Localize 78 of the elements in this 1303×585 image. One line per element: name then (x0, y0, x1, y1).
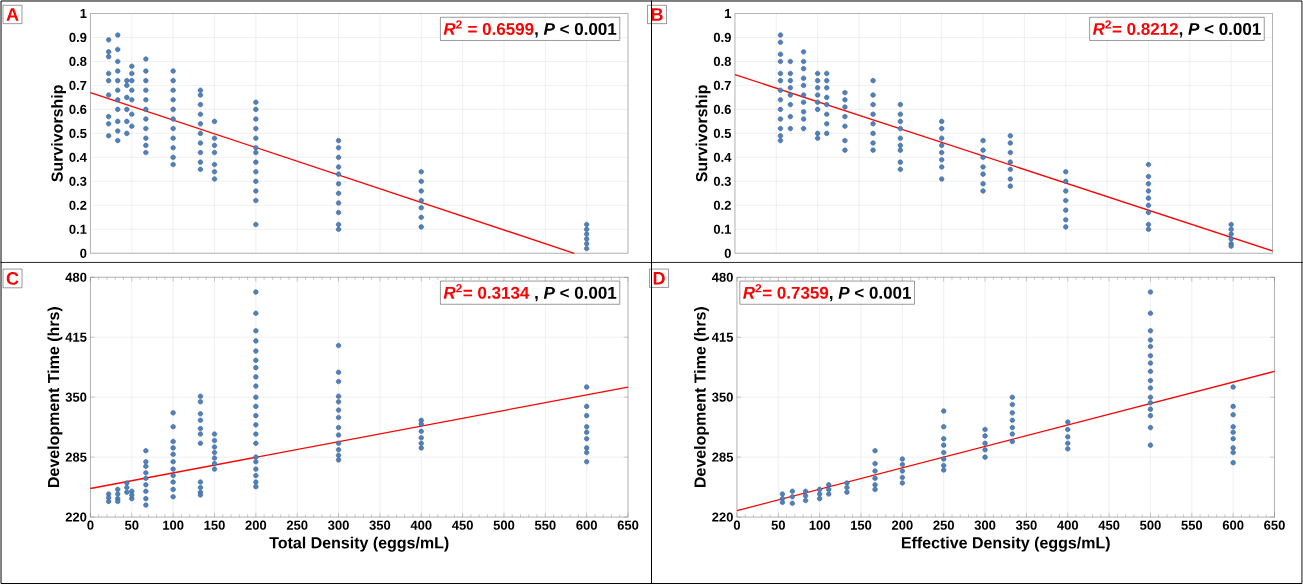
y-tick-label: 1 (725, 9, 732, 19)
y-tick-label: 480 (65, 272, 87, 283)
text: B (651, 8, 663, 21)
x-tick-label: 600 (576, 520, 597, 531)
x-tick-label: 450 (1098, 520, 1120, 531)
x-tick-label: 350 (1015, 520, 1037, 531)
annotation: R$^{2}$= 0.8212 (1092, 20, 1178, 36)
y-axis-title: Development Time (hrs) (693, 307, 709, 488)
text: D (653, 272, 665, 285)
y-tick-label: 0.6 (713, 105, 731, 115)
annotation: , P < 0.001 (535, 23, 617, 38)
y-tick-label: 0.5 (69, 129, 87, 139)
x-tick-label: 250 (933, 520, 954, 531)
y-tick-label: 0.2 (69, 200, 87, 211)
x-tick-label: 650 (1264, 520, 1285, 531)
x-tick-label: 0 (87, 520, 94, 531)
x-tick-label: 200 (891, 520, 913, 531)
x-tick-label: 350 (369, 520, 391, 531)
x-tick-label: 650 (617, 520, 639, 531)
x-tick-label: 50 (124, 520, 139, 531)
x-tick-label: 550 (1181, 520, 1203, 531)
y-tick-label: 0.3 (713, 176, 731, 187)
y-tick-label: 0.9 (713, 33, 731, 43)
y-tick-label: 220 (712, 512, 733, 522)
annotation: R$^{2}$= 0.3134 (443, 284, 530, 300)
x-tick-label: 400 (410, 520, 432, 531)
y-tick-label: 285 (65, 452, 87, 462)
y-tick-label: 415 (711, 332, 734, 342)
x-tick-label: 250 (286, 520, 308, 531)
y-tick-label: 0.6 (69, 105, 87, 115)
annotation: , P < 0.001 (535, 287, 617, 302)
x-tick-label: 500 (1140, 520, 1161, 531)
text: C (6, 272, 19, 286)
y-tick-label: 0.4 (713, 153, 732, 163)
y-tick-label: 1 (80, 9, 87, 19)
y-tick-label: 0.7 (713, 81, 731, 91)
y-tick-label: 0.3 (69, 176, 87, 187)
x-tick-label: 100 (809, 520, 830, 531)
y-tick-label: 0.7 (69, 81, 87, 91)
x-tick-label: 0 (733, 520, 741, 531)
x-tick-label: 300 (974, 520, 996, 531)
y-tick-label: 415 (65, 332, 87, 342)
x-axis-title: Total Density (eggs/mL) (269, 536, 449, 552)
y-axis-title: Survivorship (695, 85, 711, 183)
y-tick-label: 0.1 (713, 224, 732, 235)
x-tick-label: 600 (1222, 520, 1244, 531)
text: A (6, 8, 19, 21)
annotation: , P < 0.001 (829, 287, 911, 302)
y-tick-label: 350 (65, 392, 87, 403)
annotation: , P < 0.001 (1179, 23, 1261, 38)
y-tick-label: 0 (724, 248, 731, 259)
x-tick-label: 50 (771, 520, 785, 531)
x-tick-label: 200 (245, 520, 267, 531)
y-tick-label: 0.5 (713, 129, 732, 139)
x-tick-label: 300 (328, 520, 349, 531)
y-tick-label: 285 (712, 452, 734, 462)
y-tick-label: 0.8 (713, 57, 732, 67)
y-tick-label: 0.1 (69, 224, 87, 235)
y-tick-label: 0 (80, 248, 87, 259)
x-tick-label: 150 (850, 520, 872, 531)
y-tick-label: 350 (712, 392, 733, 403)
x-axis-title: Effective Density (eggs/mL) (901, 536, 1110, 552)
x-tick-label: 100 (163, 520, 184, 531)
y-tick-label: 0.8 (69, 57, 87, 67)
x-tick-label: 450 (451, 520, 473, 531)
annotation: R$^{2}$ = 0.6599 (443, 20, 534, 36)
y-tick-label: 0.4 (69, 153, 87, 163)
y-tick-label: 220 (65, 512, 87, 522)
x-tick-label: 500 (493, 520, 515, 531)
y-tick-label: 0.9 (69, 33, 87, 43)
annotation: R$^{2}$= 0.7359 (743, 284, 829, 300)
y-tick-label: 480 (711, 272, 733, 283)
x-tick-label: 150 (204, 520, 225, 531)
y-axis-title: Development Time (hrs) (47, 307, 63, 488)
x-tick-label: 400 (1057, 520, 1079, 531)
y-tick-label: 0.2 (713, 200, 731, 211)
x-tick-label: 550 (534, 520, 556, 531)
y-axis-title: Survivorship (51, 85, 66, 183)
